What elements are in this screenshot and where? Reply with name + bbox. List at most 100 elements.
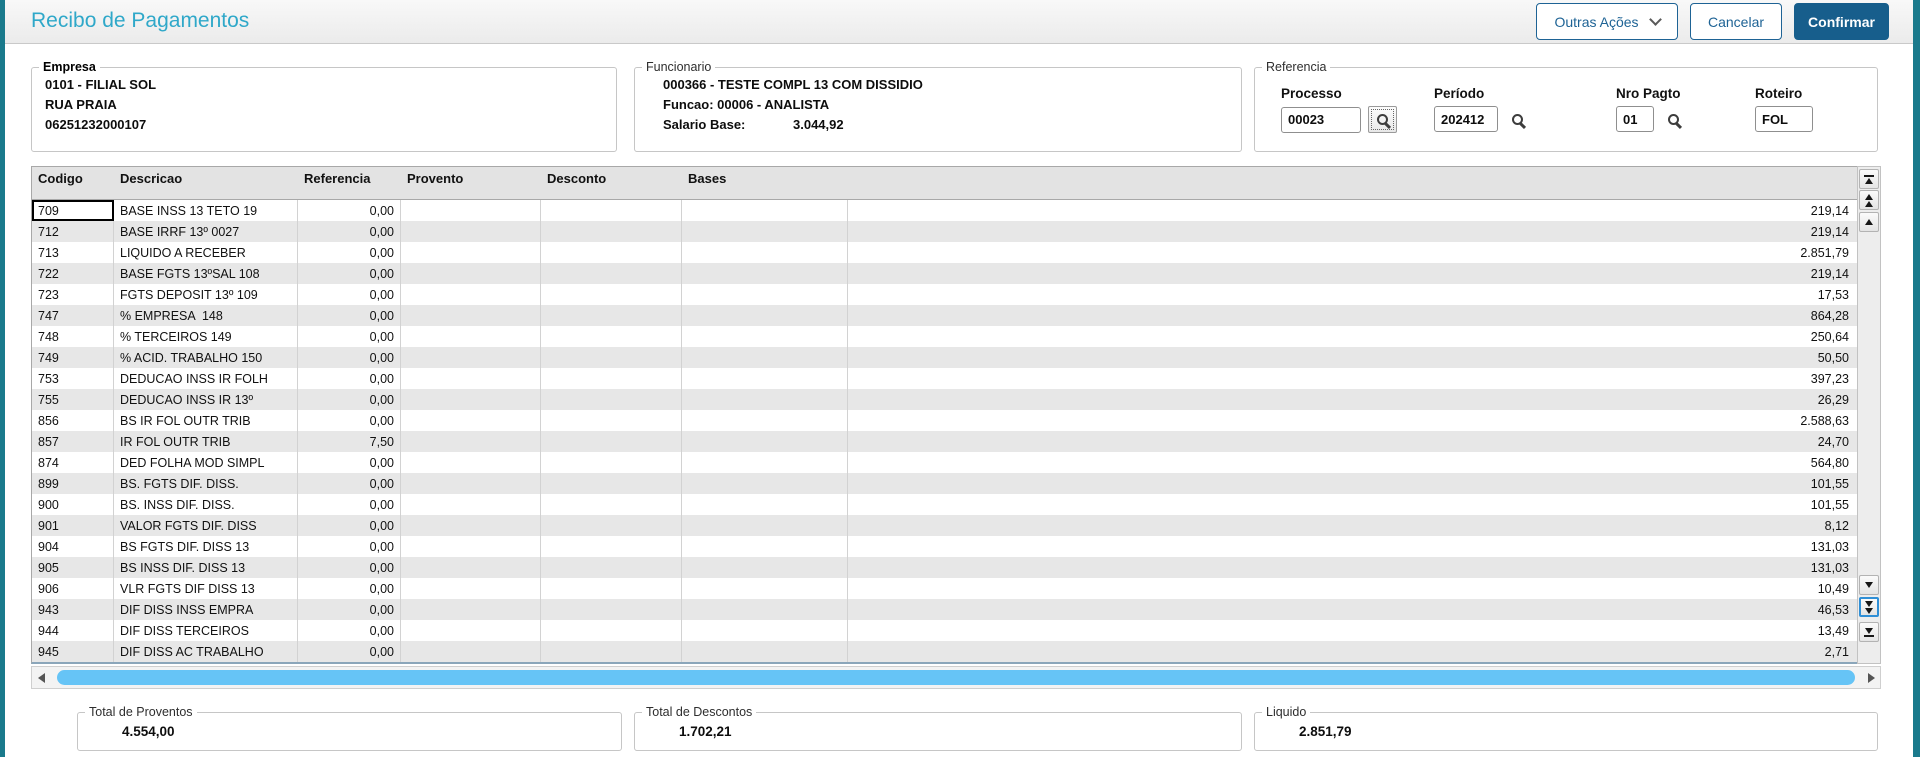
valor-cell[interactable]: 101,55 (1810, 497, 1849, 512)
valor-cell[interactable]: 17,53 (1817, 287, 1849, 302)
provento-cell[interactable] (401, 578, 541, 599)
valor-cell[interactable]: 10,49 (1817, 581, 1849, 596)
valor-cell[interactable]: 397,23 (1810, 371, 1849, 386)
provento-cell[interactable] (401, 347, 541, 368)
scroll-last-button[interactable] (1859, 622, 1879, 642)
desconto-cell[interactable] (541, 284, 682, 305)
provento-cell[interactable] (401, 326, 541, 347)
valor-cell[interactable]: 13,49 (1817, 623, 1849, 638)
scroll-left-button[interactable] (32, 667, 50, 688)
grid-row[interactable]: 944 DIF DISS TERCEIROS 0,00 13,49 (32, 620, 1857, 641)
descricao-cell[interactable]: FGTS DEPOSIT 13º 109 (114, 284, 298, 305)
provento-cell[interactable] (401, 557, 541, 578)
bases-cell[interactable] (682, 599, 848, 620)
descricao-cell[interactable]: DEDUCAO INSS IR FOLH (114, 368, 298, 389)
horizontal-scrollbar-thumb[interactable] (57, 670, 1855, 685)
bases-cell[interactable] (682, 431, 848, 452)
bases-cell[interactable] (682, 620, 848, 641)
grid-row[interactable]: 874 DED FOLHA MOD SIMPL 0,00 564,80 (32, 452, 1857, 473)
desconto-cell[interactable] (541, 263, 682, 284)
bases-cell[interactable] (682, 641, 848, 662)
valor-cell[interactable]: 219,14 (1810, 266, 1849, 281)
nro-pagto-lookup-button[interactable] (1661, 106, 1685, 132)
descricao-cell[interactable]: % ACID. TRABALHO 150 (114, 347, 298, 368)
descricao-cell[interactable]: DIF DISS AC TRABALHO (114, 641, 298, 662)
desconto-cell[interactable] (541, 641, 682, 662)
nro-pagto-input[interactable] (1616, 106, 1654, 132)
desconto-cell[interactable] (541, 452, 682, 473)
referencia-cell[interactable]: 0,00 (298, 494, 401, 515)
referencia-cell[interactable]: 0,00 (298, 473, 401, 494)
valor-cell[interactable]: 219,14 (1810, 203, 1849, 218)
grid-row[interactable]: 943 DIF DISS INSS EMPRA 0,00 46,53 (32, 599, 1857, 620)
codigo-cell[interactable]: 857 (32, 431, 114, 452)
provento-cell[interactable] (401, 494, 541, 515)
bases-cell[interactable] (682, 347, 848, 368)
desconto-cell[interactable] (541, 305, 682, 326)
provento-cell[interactable] (401, 200, 541, 221)
desconto-cell[interactable] (541, 221, 682, 242)
valor-cell[interactable]: 131,03 (1810, 539, 1849, 554)
grid-row[interactable]: 747% EMPRESA 148 0,00 864,28 (32, 305, 1857, 326)
processo-lookup-button[interactable] (1368, 106, 1397, 133)
referencia-cell[interactable]: 0,00 (298, 515, 401, 536)
valor-cell[interactable]: 864,28 (1810, 308, 1849, 323)
codigo-cell[interactable]: 709 (32, 200, 114, 221)
valor-cell[interactable]: 2.588,63 (1800, 413, 1849, 428)
referencia-cell[interactable]: 0,00 (298, 221, 401, 242)
codigo-cell[interactable]: 749 (32, 347, 114, 368)
grid-row[interactable]: 899 BS. FGTS DIF. DISS. 0,00 101,55 (32, 473, 1857, 494)
valor-cell[interactable]: 8,12 (1824, 518, 1849, 533)
codigo-cell[interactable]: 901 (32, 515, 114, 536)
desconto-cell[interactable] (541, 410, 682, 431)
bases-cell[interactable] (682, 305, 848, 326)
descricao-cell[interactable]: BS. FGTS DIF. DISS. (114, 473, 298, 494)
codigo-cell[interactable]: 747 (32, 305, 114, 326)
bases-cell[interactable] (682, 515, 848, 536)
referencia-cell[interactable]: 0,00 (298, 389, 401, 410)
valor-cell[interactable]: 2.851,79 (1800, 245, 1849, 260)
descricao-cell[interactable]: DIF DISS INSS EMPRA (114, 599, 298, 620)
bases-cell[interactable] (682, 221, 848, 242)
valor-cell[interactable]: 564,80 (1810, 455, 1849, 470)
referencia-cell[interactable]: 0,00 (298, 452, 401, 473)
grid-row[interactable]: 712 BASE IRRF 13º 0027 0,00 219,14 (32, 221, 1857, 242)
provento-cell[interactable] (401, 263, 541, 284)
periodo-lookup-button[interactable] (1505, 106, 1529, 132)
referencia-cell[interactable]: 0,00 (298, 410, 401, 431)
desconto-cell[interactable] (541, 347, 682, 368)
desconto-cell[interactable] (541, 620, 682, 641)
desconto-cell[interactable] (541, 200, 682, 221)
valor-cell[interactable]: 2,71 (1824, 644, 1849, 659)
referencia-cell[interactable]: 0,00 (298, 368, 401, 389)
provento-cell[interactable] (401, 473, 541, 494)
referencia-cell[interactable]: 0,00 (298, 599, 401, 620)
bases-cell[interactable] (682, 200, 848, 221)
scroll-up-button[interactable] (1859, 212, 1879, 232)
desconto-cell[interactable] (541, 368, 682, 389)
bases-cell[interactable] (682, 536, 848, 557)
scroll-first-button[interactable] (1859, 169, 1879, 189)
descricao-cell[interactable]: BASE FGTS 13ºSAL 108 (114, 263, 298, 284)
referencia-cell[interactable]: 0,00 (298, 200, 401, 221)
referencia-cell[interactable]: 0,00 (298, 263, 401, 284)
bases-cell[interactable] (682, 494, 848, 515)
codigo-cell[interactable]: 905 (32, 557, 114, 578)
grid-row[interactable]: 904 BS FGTS DIF. DISS 13 0,00 131,03 (32, 536, 1857, 557)
cancelar-button[interactable]: Cancelar (1690, 3, 1782, 40)
descricao-cell[interactable]: BS INSS DIF. DISS 13 (114, 557, 298, 578)
grid-row[interactable]: 723 FGTS DEPOSIT 13º 109 0,00 17,53 (32, 284, 1857, 305)
grid-row[interactable]: 709 BASE INSS 13 TETO 19 0,00 219,14 (32, 200, 1857, 221)
provento-cell[interactable] (401, 305, 541, 326)
valor-cell[interactable]: 24,70 (1817, 434, 1849, 449)
descricao-cell[interactable]: LIQUIDO A RECEBER (114, 242, 298, 263)
grid-row[interactable]: 755 DEDUCAO INSS IR 13º 0,00 26,29 (32, 389, 1857, 410)
provento-cell[interactable] (401, 410, 541, 431)
descricao-cell[interactable]: BASE INSS 13 TETO 19 (114, 200, 298, 221)
descricao-cell[interactable]: DEDUCAO INSS IR 13º (114, 389, 298, 410)
descricao-cell[interactable]: % TERCEIROS 149 (114, 326, 298, 347)
valor-cell[interactable]: 131,03 (1810, 560, 1849, 575)
codigo-cell[interactable]: 723 (32, 284, 114, 305)
referencia-cell[interactable]: 0,00 (298, 242, 401, 263)
valor-cell[interactable]: 250,64 (1810, 329, 1849, 344)
